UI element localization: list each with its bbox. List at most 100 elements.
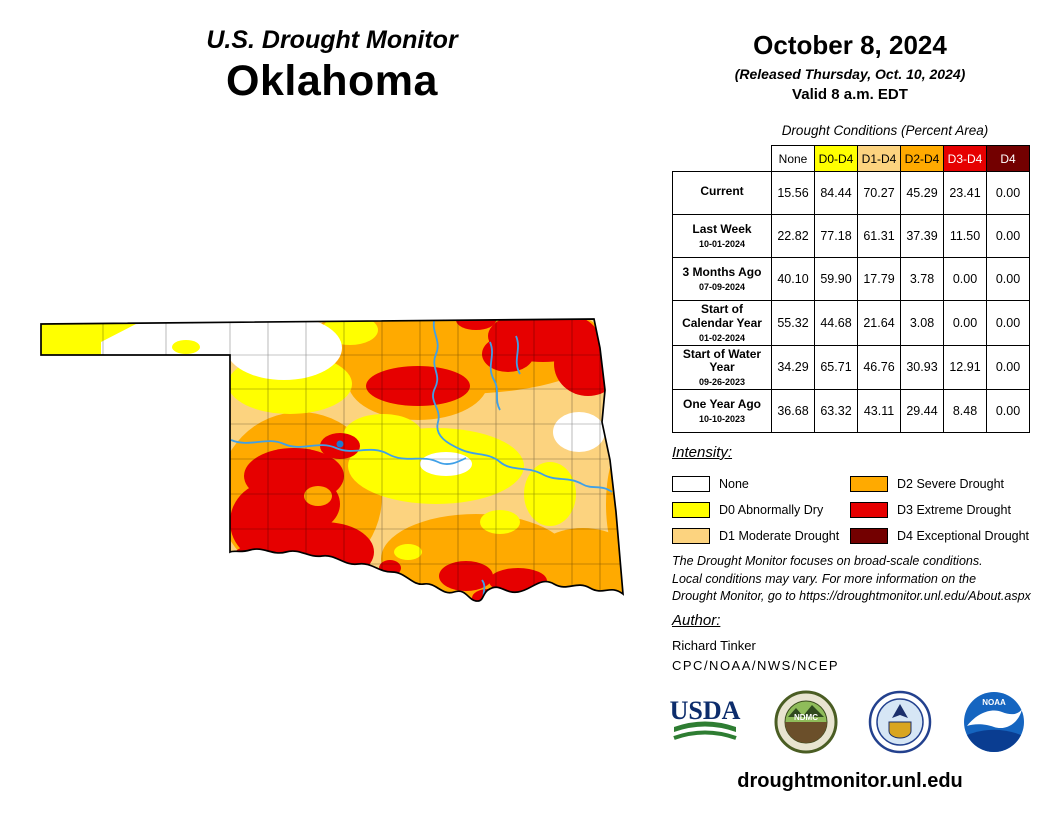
usda-swoosh — [674, 721, 736, 732]
footer-url: droughtmonitor.unl.edu — [737, 770, 963, 792]
ndmc-logo-text: NDMC — [794, 713, 818, 722]
value-cell: 12.91 — [943, 344, 987, 391]
value-cell: 55.32 — [771, 300, 815, 346]
commerce-seal-logo — [868, 690, 932, 754]
noaa-logo: NOAA — [964, 692, 1024, 752]
row-label: Start of Calendar Year 01-02-2024 — [672, 300, 772, 346]
author-name: Richard Tinker — [672, 638, 756, 653]
gull-shape — [967, 709, 1022, 729]
row-label: Current — [672, 171, 772, 215]
value-cell: 0.00 — [986, 214, 1030, 258]
date-block: October 8, 2024 (Released Thursday, Oct.… — [672, 30, 1028, 103]
col-header-d1-d4: D1-D4 — [857, 145, 901, 172]
legend-swatch-none — [672, 476, 710, 492]
table-row-current: Current 15.56 84.44 70.27 45.29 23.41 0.… — [672, 171, 1030, 215]
value-cell: 22.82 — [771, 214, 815, 258]
noaa-logo-text: NOAA — [982, 698, 1006, 707]
state-outline — [40, 318, 625, 602]
drought-conditions-table: None D0-D4 D1-D4 D2-D4 D3-D4 D4 Current … — [672, 145, 1030, 434]
title-block: U.S. Drought Monitor Oklahoma — [132, 26, 532, 106]
legend-item-d1: D1 Moderate Drought — [672, 528, 850, 544]
value-cell: 23.41 — [943, 171, 987, 215]
value-cell: 36.68 — [771, 389, 815, 434]
legend-item-none: None — [672, 476, 850, 492]
value-cell: 30.93 — [900, 344, 944, 391]
lake-dot — [336, 440, 344, 448]
col-header-d3-d4: D3-D4 — [943, 145, 987, 172]
legend-swatch-d2 — [850, 476, 888, 492]
value-cell: 59.90 — [814, 257, 858, 301]
value-cell: 15.56 — [771, 171, 815, 215]
value-cell: 43.11 — [857, 389, 901, 434]
table-row-last-week: Last Week 10-01-2024 22.82 77.18 61.31 3… — [672, 214, 1030, 258]
drought-regions — [41, 319, 623, 602]
value-cell: 0.00 — [943, 257, 987, 301]
table-corner-cell — [672, 145, 772, 172]
value-cell: 84.44 — [814, 171, 858, 215]
row-label: 3 Months Ago 07-09-2024 — [672, 257, 772, 301]
legend-title: Intensity: — [672, 444, 733, 461]
col-header-d4: D4 — [986, 145, 1030, 172]
value-cell: 3.78 — [900, 257, 944, 301]
value-cell: 0.00 — [986, 389, 1030, 434]
usda-logo: USDA — [670, 696, 741, 740]
legend-grid: None D0 Abnormally Dry D1 Moderate Droug… — [672, 471, 1032, 549]
value-cell: 3.08 — [900, 300, 944, 346]
row-label: Last Week 10-01-2024 — [672, 214, 772, 258]
legend-item-d4: D4 Exceptional Drought — [850, 528, 1029, 544]
table-caption: Drought Conditions (Percent Area) — [781, 123, 989, 138]
eagle-shape — [892, 704, 908, 718]
state-name: Oklahoma — [226, 57, 438, 105]
table-row-start-calendar-year: Start of Calendar Year 01-02-2024 55.32 … — [672, 300, 1030, 346]
value-cell: 0.00 — [986, 300, 1030, 346]
valid-time: Valid 8 a.m. EDT — [792, 86, 908, 103]
value-cell: 65.71 — [814, 344, 858, 391]
table-header-row: None D0-D4 D1-D4 D2-D4 D3-D4 D4 — [672, 145, 1030, 172]
legend-swatch-d3 — [850, 502, 888, 518]
table-row-start-water-year: Start of Water Year 09-26-2023 34.29 65.… — [672, 344, 1030, 391]
value-cell: 45.29 — [900, 171, 944, 215]
legend-item-d0: D0 Abnormally Dry — [672, 502, 850, 518]
legend-item-d3: D3 Extreme Drought — [850, 502, 1028, 518]
value-cell: 0.00 — [986, 344, 1030, 391]
shield-shape — [888, 721, 912, 739]
value-cell: 11.50 — [943, 214, 987, 258]
value-cell: 77.18 — [814, 214, 858, 258]
legend-swatch-d0 — [672, 502, 710, 518]
author-block: Author: Richard Tinker CPC/NOAA/NWS/NCEP — [672, 612, 839, 673]
legend-swatch-d4 — [850, 528, 888, 544]
author-title: Author: — [672, 612, 721, 629]
value-cell: 61.31 — [857, 214, 901, 258]
value-cell: 17.79 — [857, 257, 901, 301]
value-cell: 0.00 — [986, 171, 1030, 215]
legend-item-d2: D2 Severe Drought — [850, 476, 1028, 492]
release-date: (Released Thursday, Oct. 10, 2024) — [734, 66, 966, 82]
oklahoma-drought-map — [38, 314, 628, 606]
col-header-none: None — [771, 145, 815, 172]
rivers — [230, 319, 613, 602]
value-cell: 0.00 — [943, 300, 987, 346]
table-row-one-year-ago: One Year Ago 10-10-2023 36.68 63.32 43.1… — [672, 389, 1030, 434]
legend-swatch-d1 — [672, 528, 710, 544]
intensity-legend: Intensity: None D0 Abnormally Dry D1 Mod… — [672, 444, 1032, 549]
value-cell: 34.29 — [771, 344, 815, 391]
sea-shape — [967, 729, 1021, 752]
value-cell: 8.48 — [943, 389, 987, 434]
usda-logo-text: USDA — [670, 696, 741, 725]
value-cell: 21.64 — [857, 300, 901, 346]
value-cell: 37.39 — [900, 214, 944, 258]
value-cell: 63.32 — [814, 389, 858, 434]
value-cell: 40.10 — [771, 257, 815, 301]
author-org: CPC/NOAA/NWS/NCEP — [672, 658, 840, 673]
value-cell: 44.68 — [814, 300, 858, 346]
value-cell: 29.44 — [900, 389, 944, 434]
table-row-3-months-ago: 3 Months Ago 07-09-2024 40.10 59.90 17.7… — [672, 257, 1030, 301]
report-title: U.S. Drought Monitor — [206, 26, 458, 54]
oklahoma-map-svg — [40, 318, 625, 602]
value-cell: 0.00 — [986, 257, 1030, 301]
col-header-d2-d4: D2-D4 — [900, 145, 944, 172]
value-cell: 46.76 — [857, 344, 901, 391]
row-label: Start of Water Year 09-26-2023 — [672, 344, 772, 391]
agency-logos: USDA NDMC NOAA — [666, 688, 1026, 756]
